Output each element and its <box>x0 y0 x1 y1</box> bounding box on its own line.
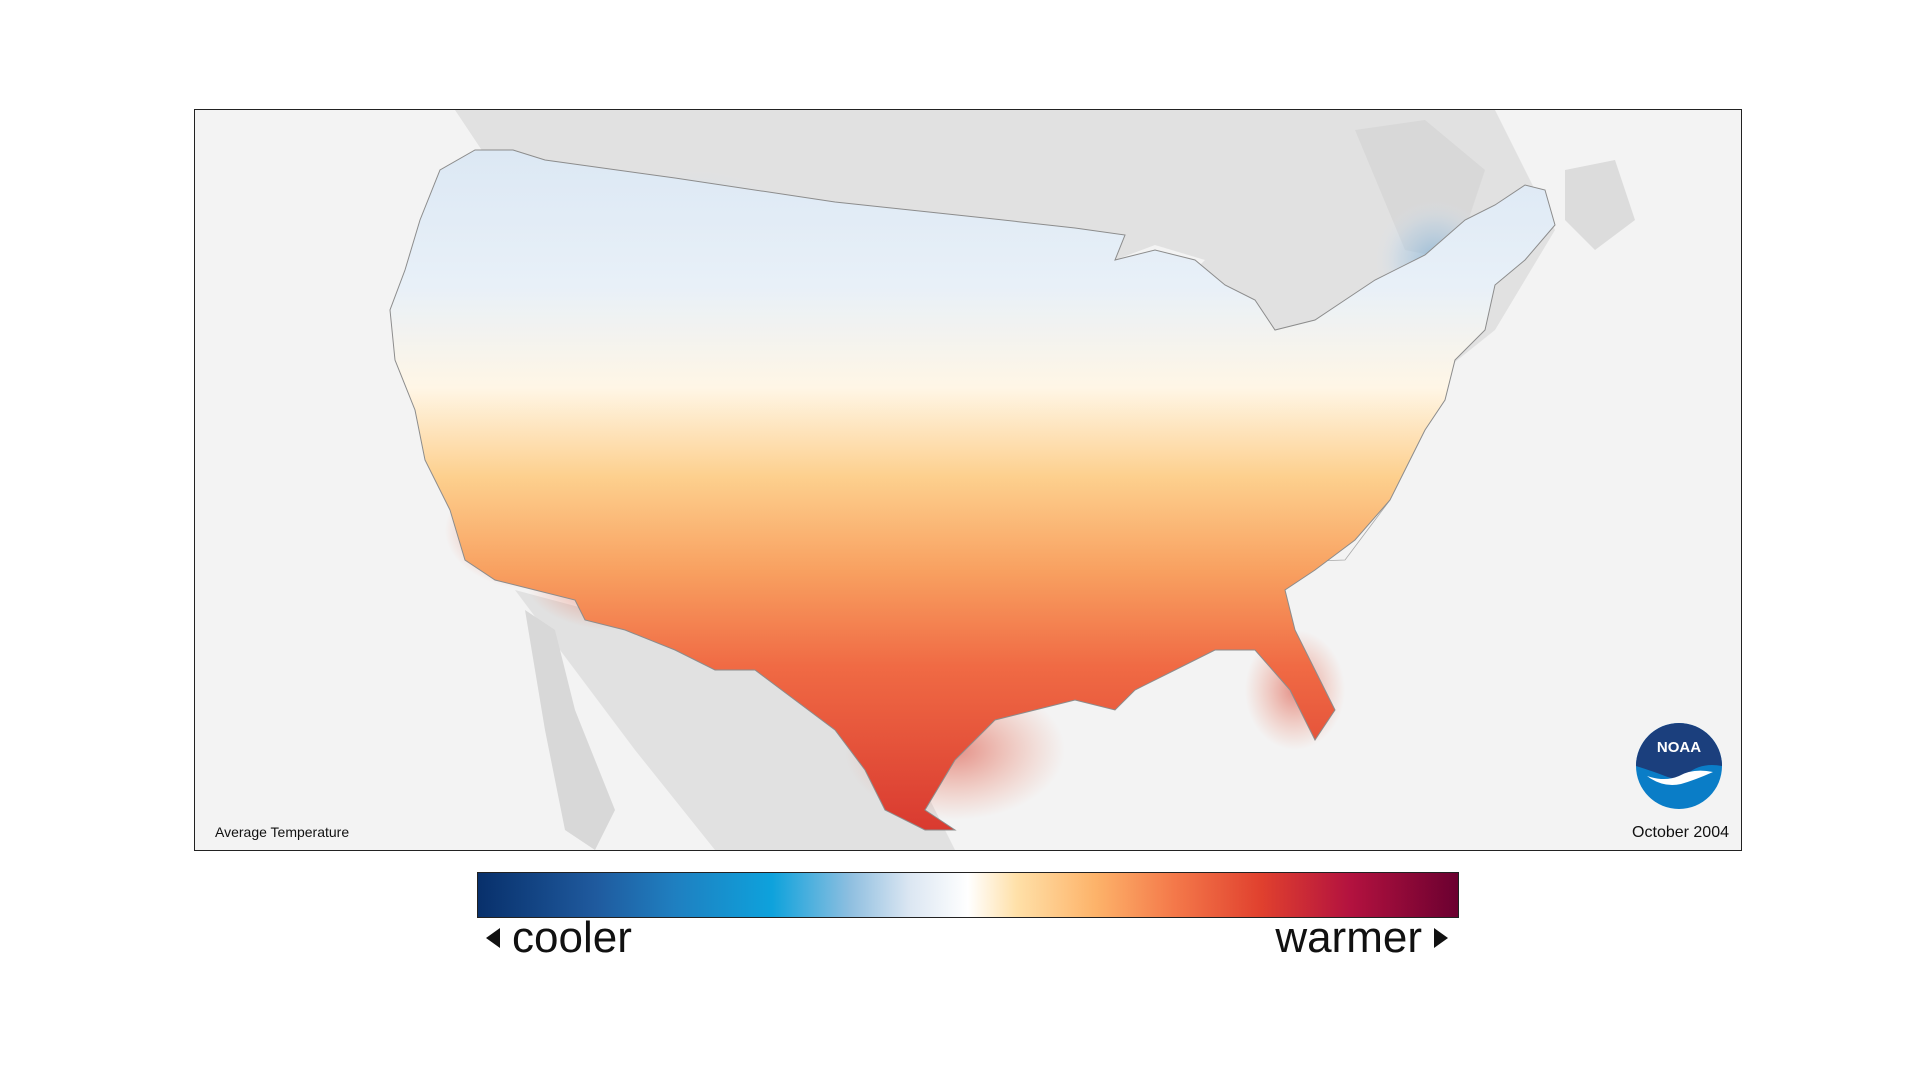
map-date: October 2004 <box>1632 824 1729 841</box>
legend-warmer-label: warmer <box>1275 913 1448 963</box>
noaa-logo-text: NOAA <box>1657 739 1701 756</box>
map-frame: Average Temperature NOAA October 2004 <box>194 109 1742 851</box>
map-title: Average Temperature <box>215 824 350 840</box>
legend-warmer-text: warmer <box>1275 913 1422 962</box>
color-scale-bar <box>477 872 1459 918</box>
arrow-right-icon <box>1434 928 1448 948</box>
noaa-logo: NOAA <box>1636 723 1722 809</box>
temperature-map <box>389 110 1635 850</box>
legend-cooler-label: cooler <box>486 913 632 963</box>
arrow-left-icon <box>486 928 500 948</box>
legend-cooler-text: cooler <box>512 913 632 962</box>
